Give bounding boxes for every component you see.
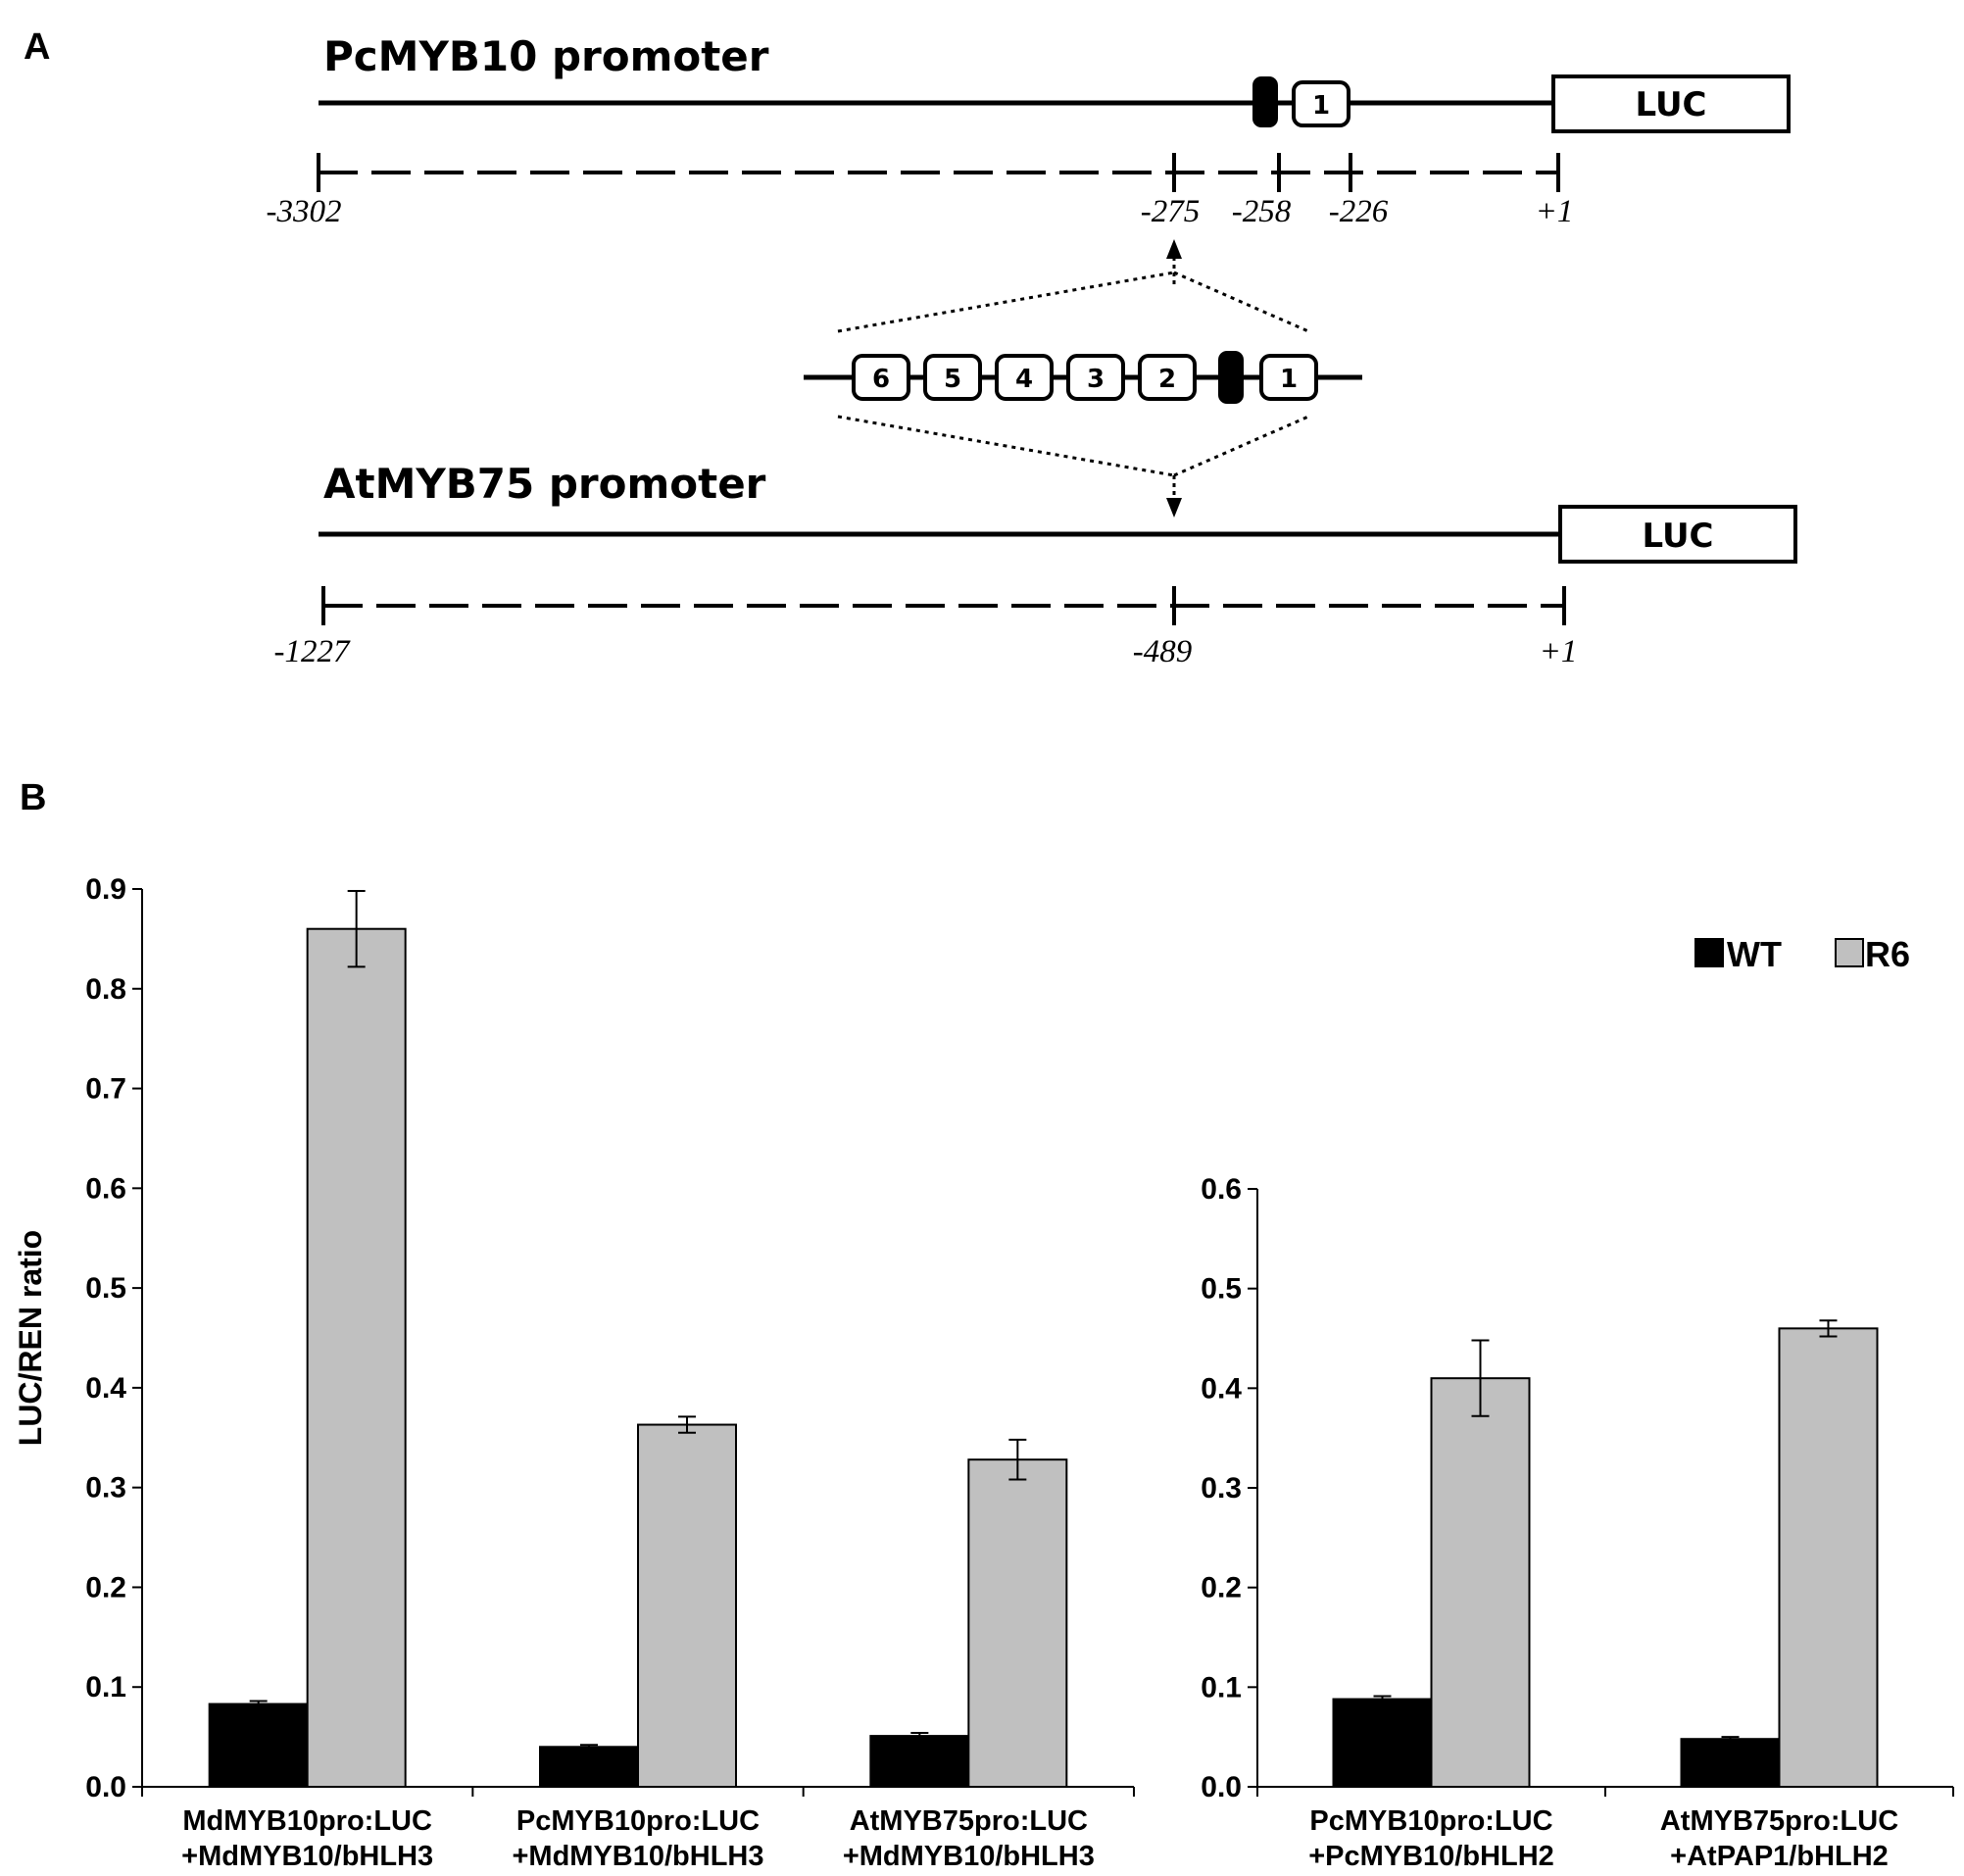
insert-box-1-label: 1 bbox=[1280, 365, 1298, 394]
atmyb75-luc-box bbox=[1558, 505, 1797, 564]
y-tick-label: 0.5 bbox=[1201, 1273, 1242, 1306]
category-label: PcMYB10pro:LUC bbox=[516, 1805, 760, 1837]
insert-box-4-label: 4 bbox=[1015, 365, 1033, 394]
y-tick-label: 0.4 bbox=[85, 1372, 126, 1405]
chart-left: 0.0 0.1 0.2 0.3 0.4 0.5 0.6 0.7 0.8 0.9 LUC/REN ra… bbox=[13, 873, 1135, 1872]
r6-bar bbox=[637, 1423, 737, 1788]
pcmyb10-promoter-title: PcMYB10 promoter bbox=[323, 32, 769, 80]
wt-bar bbox=[869, 1735, 970, 1789]
y-tick-label: 0.6 bbox=[85, 1172, 126, 1205]
atmyb75-coord-489: -489 bbox=[1133, 634, 1193, 669]
insert-dotted-right-top bbox=[1173, 271, 1309, 333]
category-label: AtMYB75pro:LUC bbox=[850, 1805, 1088, 1837]
panel-a-label: A bbox=[24, 26, 50, 68]
legend-r6-swatch bbox=[1835, 938, 1864, 967]
y-tick-label: 0.8 bbox=[85, 973, 126, 1006]
r6-bar bbox=[967, 1458, 1068, 1789]
pcmyb10-coord-226: -226 bbox=[1329, 194, 1389, 229]
category-label: AtMYB75pro:LUC bbox=[1660, 1805, 1898, 1837]
insert-box-3-label: 3 bbox=[1087, 365, 1105, 394]
category-label: MdMYB10pro:LUC bbox=[182, 1805, 432, 1837]
y-tick-label: 0.0 bbox=[1201, 1771, 1242, 1803]
atmyb75-coord-1227: -1227 bbox=[274, 634, 351, 669]
pcmyb10-coord-258: -258 bbox=[1232, 194, 1292, 229]
category-label: +PcMYB10/bHLH2 bbox=[1308, 1841, 1554, 1872]
r6-bar bbox=[1430, 1377, 1531, 1788]
r6-bar bbox=[1778, 1327, 1879, 1789]
y-tick-label: 0.2 bbox=[1201, 1572, 1242, 1604]
r6-bar bbox=[306, 927, 407, 1788]
category-label: +AtPAP1/bHLH2 bbox=[1670, 1841, 1889, 1872]
insert-box-4 bbox=[995, 354, 1054, 401]
insert-dotted-left-top bbox=[837, 271, 1175, 333]
pcmyb10-element-box-1-label: 1 bbox=[1312, 91, 1330, 121]
legend: WT R6 bbox=[1694, 934, 1910, 974]
pcmyb10-construct: PcMYB10 promoter 1 LUC -3302 -275 -258 -… bbox=[267, 32, 1791, 229]
insert-box-6-label: 6 bbox=[872, 365, 890, 394]
insert-box-5-label: 5 bbox=[944, 365, 961, 394]
atmyb75-luc-label: LUC bbox=[1642, 517, 1713, 556]
atmyb75-coord-plus1: +1 bbox=[1540, 634, 1578, 669]
pcmyb10-luc-box bbox=[1551, 74, 1791, 133]
category-label: PcMYB10pro:LUC bbox=[1309, 1805, 1552, 1837]
y-tick-label: 0.7 bbox=[85, 1073, 126, 1106]
insert-arrow-up-head bbox=[1166, 239, 1182, 259]
pcmyb10-coord-plus1: +1 bbox=[1536, 194, 1574, 229]
insert-dotted-left-bottom bbox=[837, 415, 1175, 477]
pcmyb10-coord-275: -275 bbox=[1141, 194, 1201, 229]
insert-box-2 bbox=[1138, 354, 1197, 401]
insert-zoom: 6 5 4 3 2 1 bbox=[804, 239, 1362, 518]
y-tick-label: 0.0 bbox=[85, 1771, 126, 1803]
legend-wt-label: WT bbox=[1727, 934, 1782, 974]
wt-bar bbox=[1680, 1738, 1781, 1788]
wt-bar bbox=[539, 1746, 639, 1789]
insert-black-element bbox=[1218, 351, 1244, 404]
y-tick-label: 0.1 bbox=[1201, 1671, 1242, 1703]
y-tick-label: 0.6 bbox=[1201, 1173, 1242, 1206]
atmyb75-construct: AtMYB75 promoter LUC -1227 -489 +1 bbox=[274, 460, 1797, 669]
legend-r6-label: R6 bbox=[1865, 934, 1910, 974]
atmyb75-promoter-title: AtMYB75 promoter bbox=[323, 460, 766, 508]
insert-box-6 bbox=[852, 354, 910, 401]
insert-dotted-right-bottom bbox=[1173, 415, 1309, 477]
pcmyb10-element-box-1 bbox=[1292, 80, 1350, 127]
insert-box-3 bbox=[1066, 354, 1125, 401]
pcmyb10-luc-label: LUC bbox=[1635, 85, 1706, 124]
panel-b-label: B bbox=[20, 777, 46, 818]
wt-bar bbox=[208, 1703, 309, 1788]
y-tick-label: 0.9 bbox=[85, 873, 126, 906]
y-tick-label: 0.5 bbox=[85, 1272, 126, 1305]
y-tick-label: 0.4 bbox=[1201, 1372, 1242, 1405]
category-label: +MdMYB10/bHLH3 bbox=[843, 1841, 1095, 1872]
category-label: +MdMYB10/bHLH3 bbox=[512, 1841, 763, 1872]
y-tick-label: 0.2 bbox=[85, 1571, 126, 1604]
pcmyb10-black-element bbox=[1252, 76, 1278, 127]
y-axis-title: LUC/REN ratio bbox=[13, 1230, 48, 1446]
category-label: +MdMYB10/bHLH3 bbox=[181, 1841, 433, 1872]
insert-box-5 bbox=[923, 354, 982, 401]
pcmyb10-coord-3302: -3302 bbox=[267, 194, 342, 229]
y-tick-label: 0.1 bbox=[85, 1671, 126, 1703]
legend-wt-swatch bbox=[1694, 938, 1724, 967]
insert-box-2-label: 2 bbox=[1158, 365, 1176, 394]
chart-right: 0.0 0.1 0.2 0.3 0.4 0.5 0.6 PcMYB10pro:LUC +PcMY… bbox=[1201, 1173, 1954, 1872]
insert-box-1 bbox=[1259, 354, 1318, 401]
y-tick-label: 0.3 bbox=[1201, 1472, 1242, 1505]
wt-bar bbox=[1332, 1698, 1433, 1788]
y-tick-label: 0.3 bbox=[85, 1472, 126, 1505]
insert-arrow-down-head bbox=[1166, 498, 1182, 518]
